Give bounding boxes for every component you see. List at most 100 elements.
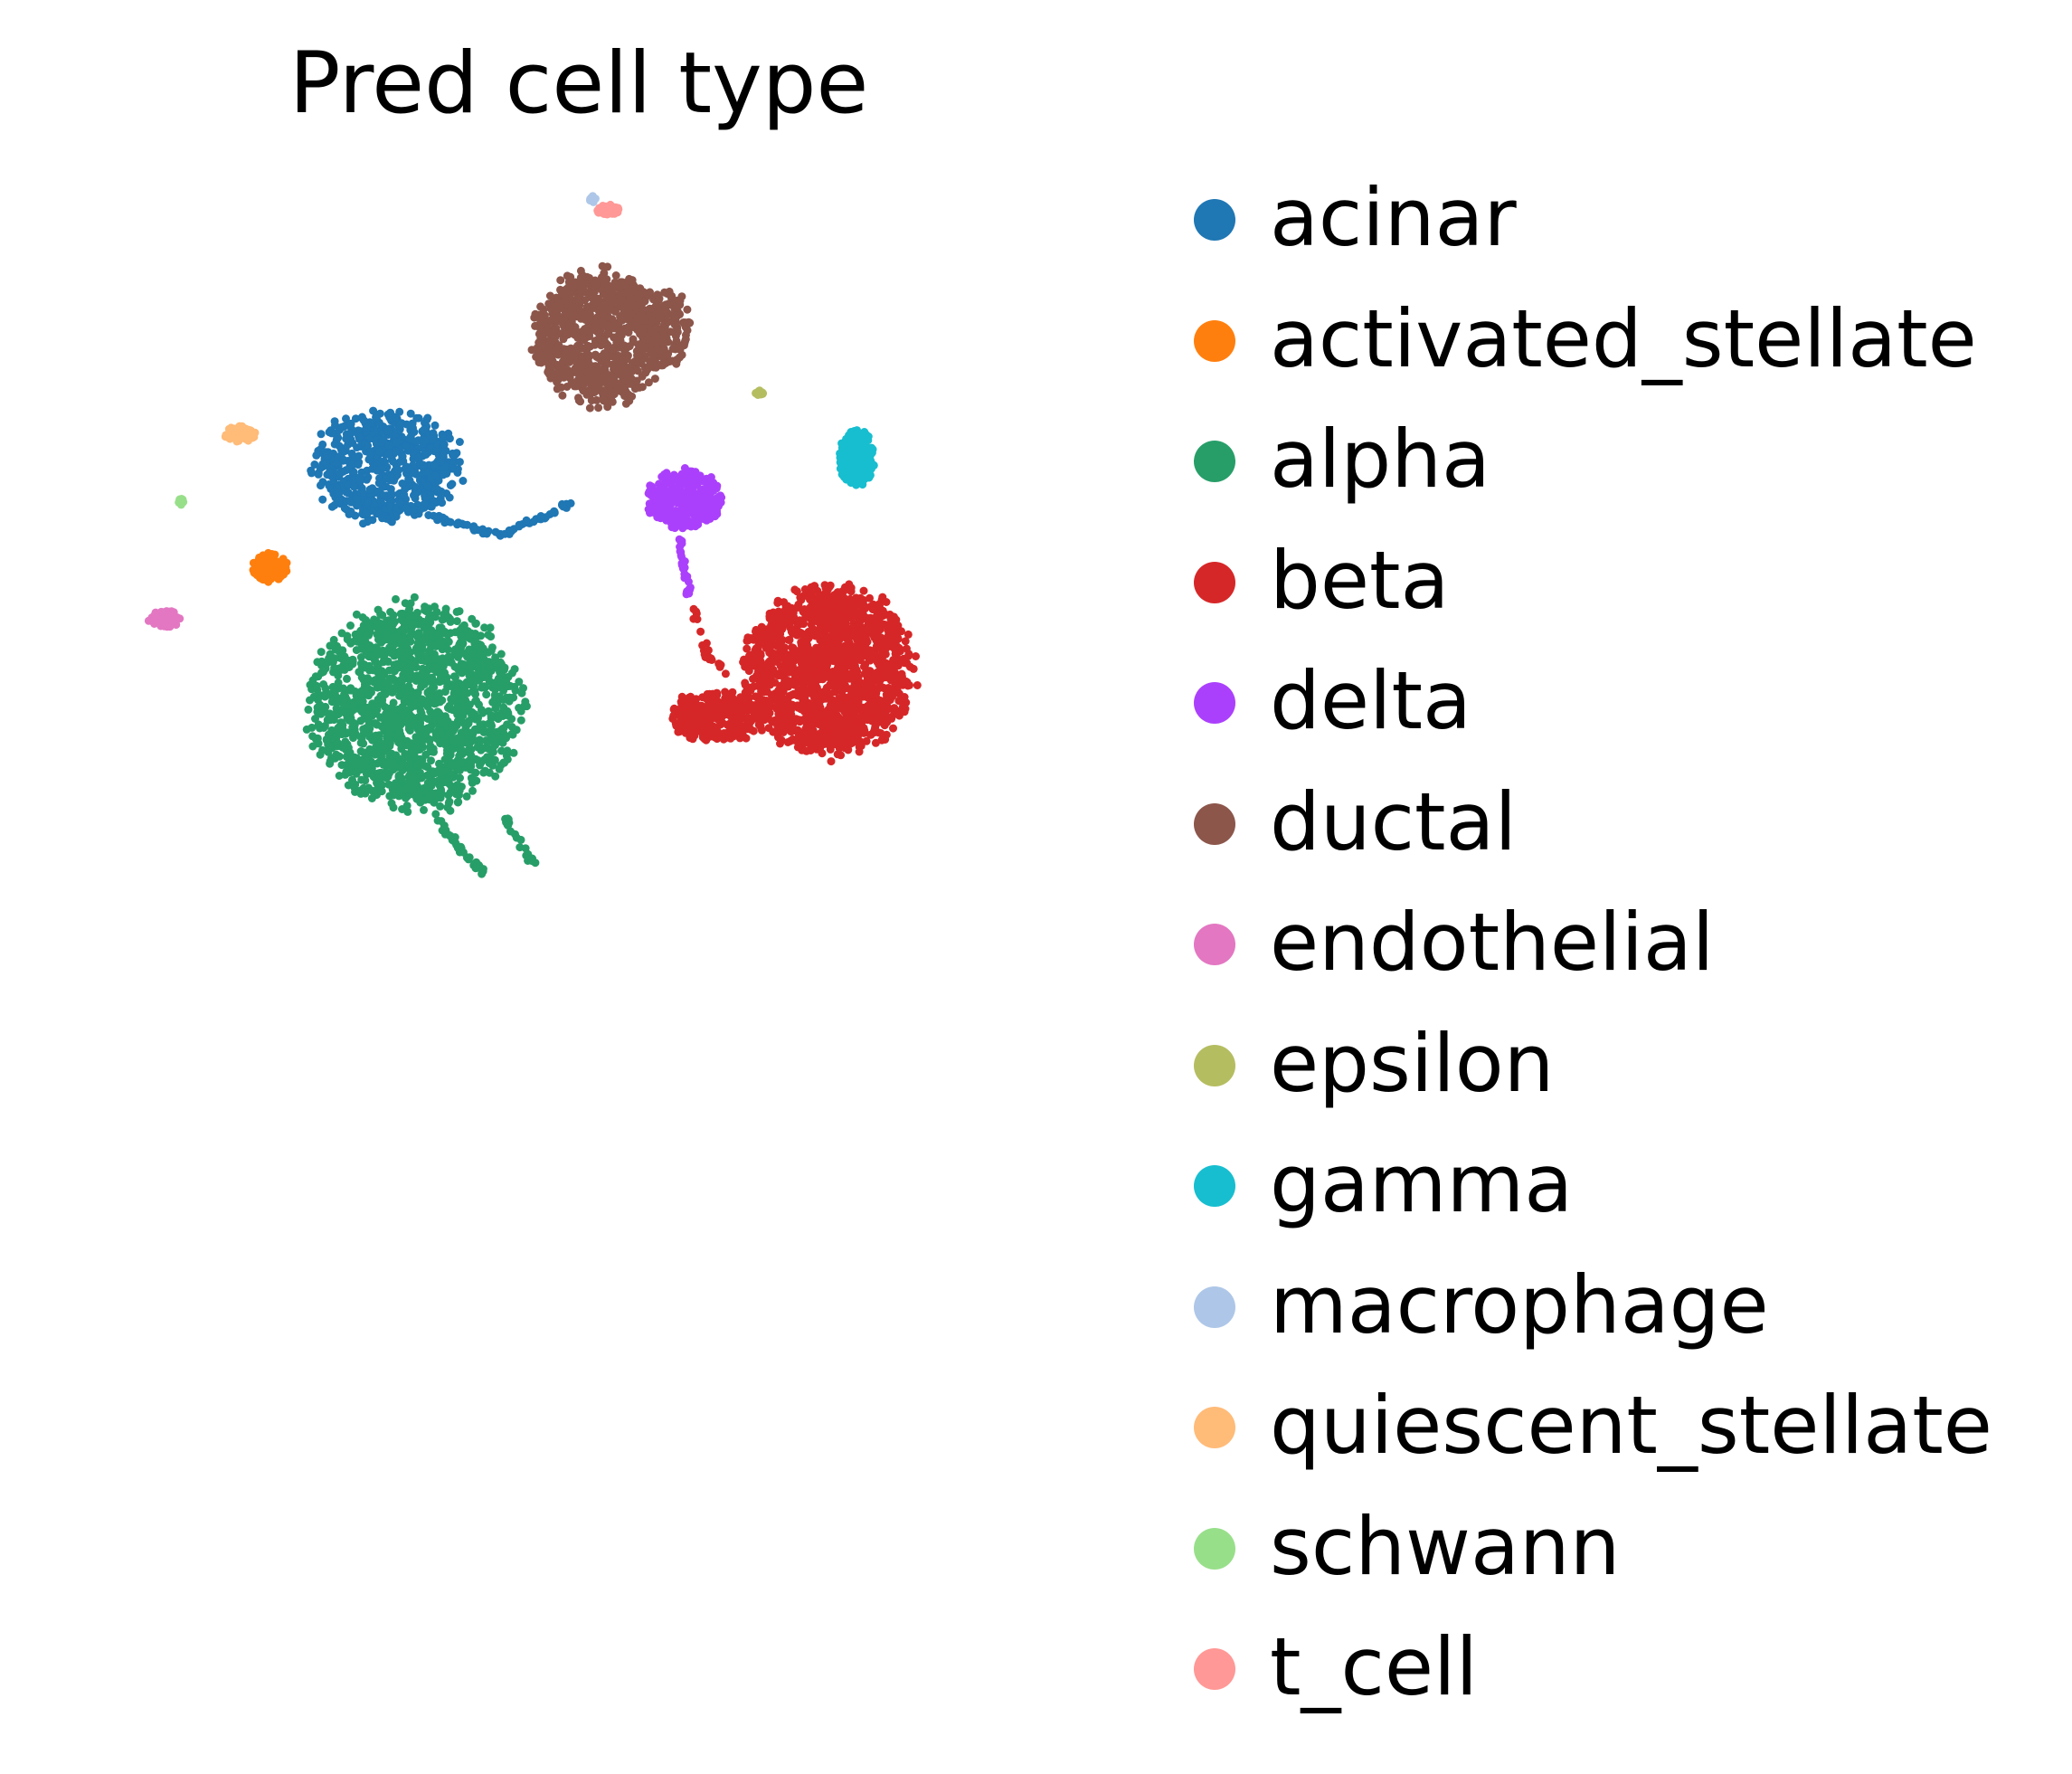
point-alpha [311, 735, 320, 744]
point-acinar [332, 459, 341, 468]
point-beta [793, 688, 802, 697]
point-beta [783, 696, 792, 705]
point-beta [795, 616, 804, 625]
point-alpha [517, 688, 526, 697]
point-alpha [459, 729, 468, 738]
point-alpha [379, 634, 388, 643]
point-beta [824, 737, 833, 746]
point-alpha [509, 693, 518, 702]
point-acinar [354, 460, 363, 470]
point-alpha [400, 661, 409, 670]
point-alpha [416, 727, 425, 736]
point-alpha [430, 715, 440, 724]
point-beta [765, 614, 774, 623]
point-acinar [310, 460, 319, 469]
point-alpha [336, 666, 345, 674]
point-beta [783, 738, 792, 746]
point-beta [825, 672, 834, 681]
point-alpha [358, 613, 367, 621]
point-beta [743, 725, 752, 734]
point-beta [880, 639, 889, 648]
point-beta [803, 715, 812, 724]
point-acinar [433, 485, 442, 494]
point-alpha [400, 626, 409, 635]
point-delta [646, 481, 655, 490]
point-alpha [404, 764, 413, 773]
point-acinar [359, 519, 367, 528]
point-alpha [487, 722, 496, 731]
point-beta [835, 614, 844, 623]
point-alpha [459, 718, 468, 727]
point-alpha [413, 631, 422, 639]
point-alpha [325, 730, 333, 739]
point-beta [853, 635, 862, 644]
point-alpha [404, 682, 413, 691]
point-beta [835, 716, 844, 725]
point-alpha [387, 799, 396, 808]
point-beta [815, 610, 824, 619]
point-acinar [412, 413, 421, 422]
point-alpha [476, 761, 484, 770]
point-beta [828, 717, 836, 726]
chart-title: Pred cell type [289, 34, 869, 133]
point-activated_stellate [259, 559, 268, 568]
point-acinar [445, 493, 454, 502]
point-delta [688, 509, 696, 518]
point-beta [866, 593, 874, 602]
point-alpha [352, 646, 361, 655]
point-beta [901, 637, 910, 646]
point-beta [900, 707, 909, 716]
point-beta [785, 635, 794, 644]
point-beta [802, 688, 811, 697]
point-activated_stellate [270, 573, 279, 581]
series-beta [668, 580, 922, 766]
point-beta [788, 629, 797, 638]
point-beta [712, 712, 721, 721]
point-acinar [345, 509, 354, 518]
point-acinar [469, 524, 478, 533]
point-activated_stellate [269, 559, 278, 568]
point-acinar [529, 517, 538, 527]
point-alpha [434, 689, 443, 698]
point-delta [675, 517, 684, 526]
point-alpha [495, 764, 504, 773]
point-alpha [404, 725, 413, 734]
point-beta [699, 726, 708, 735]
point-acinar [505, 526, 514, 535]
point-alpha [313, 707, 322, 716]
point-alpha [391, 683, 400, 692]
point-alpha [451, 839, 460, 848]
point-alpha [423, 724, 432, 733]
point-beta [842, 631, 851, 640]
point-alpha [434, 638, 443, 647]
point-delta [703, 513, 712, 522]
point-alpha [509, 748, 518, 757]
point-activated_stellate [279, 567, 288, 576]
point-acinar [427, 502, 436, 511]
point-alpha [456, 758, 465, 767]
point-alpha [383, 713, 393, 722]
point-alpha [453, 798, 462, 807]
point-beta [864, 681, 872, 690]
point-beta [798, 605, 807, 614]
point-alpha [431, 789, 440, 798]
point-beta [786, 666, 795, 675]
point-acinar [321, 460, 330, 469]
point-beta [702, 735, 711, 745]
point-acinar [340, 504, 349, 513]
point-beta [847, 715, 856, 724]
point-alpha [331, 709, 340, 718]
point-acinar [359, 416, 368, 425]
point-acinar [439, 470, 448, 479]
point-beta [827, 757, 836, 766]
point-alpha [385, 752, 394, 761]
point-alpha [416, 798, 425, 807]
scatter-points [144, 192, 922, 878]
point-beta [759, 684, 768, 693]
point-beta [878, 704, 887, 713]
point-acinar [409, 469, 418, 478]
point-acinar [375, 447, 383, 456]
point-delta [676, 487, 686, 496]
point-delta [682, 469, 691, 478]
point-alpha [431, 734, 440, 743]
